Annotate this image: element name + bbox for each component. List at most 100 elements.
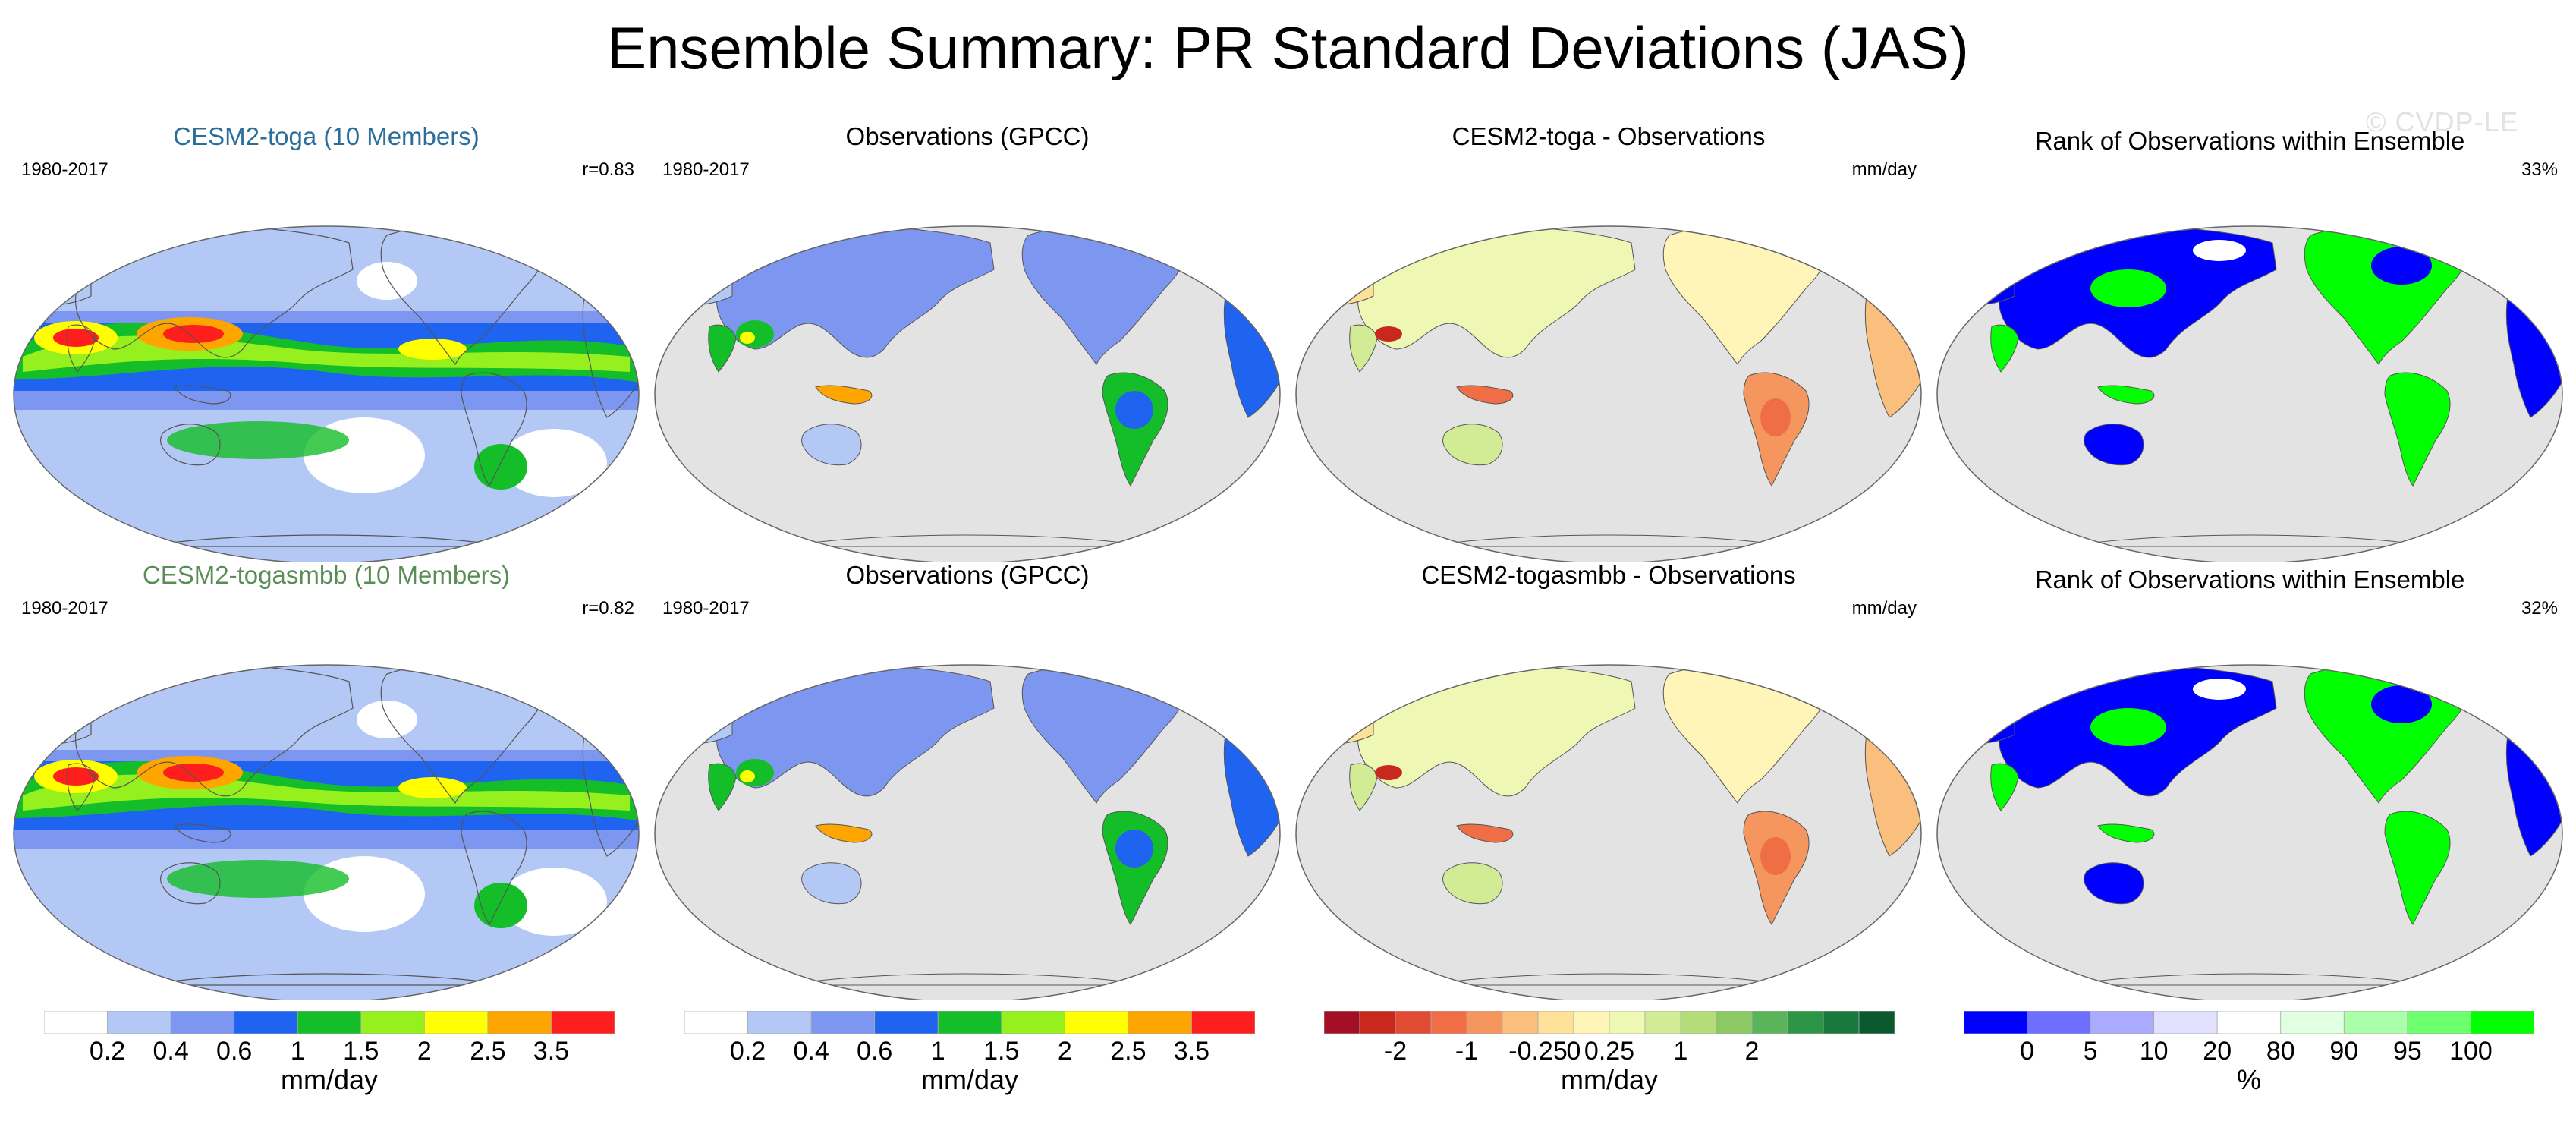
land-india <box>708 763 737 811</box>
land-indonesia <box>1456 823 1514 843</box>
colorbar-swatch <box>297 1011 362 1034</box>
colorbar-tick-label: 5 <box>2084 1037 2098 1064</box>
colorbar-swatch <box>423 1011 489 1034</box>
colorbar-swatch <box>1751 1011 1788 1034</box>
colorbar-tick-label: 20 <box>2203 1037 2232 1064</box>
land-indonesia <box>1456 385 1514 405</box>
panel-correlation: r=0.82 <box>582 598 634 619</box>
land-australia <box>2084 424 2144 466</box>
coastline-indonesia <box>174 823 231 843</box>
colorbar-swatch <box>1324 1011 1360 1034</box>
colorbar-swatch <box>1964 1011 2027 1034</box>
colorbar-swatch <box>1064 1011 1129 1034</box>
colorbar-swatch <box>1716 1011 1753 1034</box>
land-europe <box>671 257 733 306</box>
colorbar-tick-label: 0 <box>1567 1037 1581 1064</box>
map-rank <box>1936 225 2563 562</box>
map-outline <box>1295 225 1922 562</box>
panel-rank-percent: 32% <box>2521 598 2558 619</box>
colorbar-tick-label: 90 <box>2329 1037 2358 1064</box>
map-field <box>1296 665 1921 1000</box>
land-india <box>1990 324 2019 373</box>
land-greenland <box>1178 226 1222 244</box>
colorbar-tick-label: 1 <box>931 1037 945 1064</box>
land-greenland <box>2461 665 2505 683</box>
colorbar-swatch <box>810 1011 876 1034</box>
land-india <box>1990 763 2019 811</box>
map-outline <box>1295 664 1922 1000</box>
map-model <box>13 664 640 1000</box>
panel-rank: Rank of Observations within Ensemble 33% <box>1931 121 2568 562</box>
colorbar-tick-label: 2.5 <box>470 1037 505 1064</box>
land-europe <box>671 695 733 745</box>
colorbar-swatch <box>1858 1011 1895 1034</box>
colorbar-swatch <box>1001 1011 1065 1034</box>
colorbar-swatch <box>2471 1011 2534 1034</box>
land-australia <box>2084 862 2144 905</box>
colorbar-unit: mm/day <box>1560 1064 1659 1095</box>
map-obs <box>654 225 1281 562</box>
land-europe <box>1312 695 1374 745</box>
panel-obs-gpcc: Observations (GPCC) 1980-2017 <box>649 560 1286 1000</box>
colorbar-swatch <box>1502 1011 1539 1034</box>
panel-period: 1980-2017 <box>662 159 750 180</box>
panel-title: CESM2-toga (10 Members) <box>173 122 480 150</box>
colorbar-tick-label: 1 <box>1674 1037 1688 1064</box>
land-greenland <box>2461 226 2505 244</box>
colorbar-swatch <box>2280 1011 2345 1034</box>
coastline-india <box>67 324 96 373</box>
colorbar-svg: 0.2 0.4 0.6 1 1.5 2 2.5 3.5 <box>684 1011 1255 1064</box>
map-outline <box>13 225 640 562</box>
panel-title: CESM2-toga - Observations <box>1452 122 1766 150</box>
colorbar-swatch <box>1128 1011 1192 1034</box>
colorbar-swatch <box>1609 1011 1646 1034</box>
colorbar-swatch <box>1680 1011 1717 1034</box>
colorbar-std: 0.2 0.4 0.6 1 1.5 2 2.5 3.5 mm/day <box>44 1011 615 1095</box>
colorbar-swatch <box>107 1011 171 1034</box>
colorbar-swatch <box>874 1011 939 1034</box>
panel-title: CESM2-togasmbb (10 Members) <box>142 561 511 589</box>
map-field <box>655 665 1280 1000</box>
colorbar-swatch <box>1644 1011 1681 1034</box>
colorbar-tick-label: -2 <box>1384 1037 1407 1064</box>
map-obs <box>654 664 1281 1000</box>
panel-diff: CESM2-toga - Observations mm/day <box>1290 121 1927 562</box>
colorbar-tick-label: 0.4 <box>793 1037 829 1064</box>
coastline-samerica <box>461 372 527 487</box>
land-indonesia <box>815 823 873 843</box>
panel-title: Observations (GPCC) <box>845 122 1090 150</box>
colorbar-swatch <box>684 1011 748 1034</box>
colorbar-tick-label: 2.5 <box>1110 1037 1146 1064</box>
panel-period: 1980-2017 <box>21 159 109 180</box>
map-outline <box>13 664 640 1000</box>
map-model <box>13 225 640 562</box>
colorbar-swatch <box>551 1011 615 1034</box>
colorbar-tick-label: 10 <box>2140 1037 2169 1064</box>
panel-title: Rank of Observations within Ensemble <box>2034 127 2465 155</box>
panel-period: 1980-2017 <box>662 598 750 619</box>
colorbar-svg: 0 5 10 20 80 90 95 100 <box>1964 1011 2534 1064</box>
colorbar-swatch <box>1537 1011 1574 1034</box>
colorbar-tick-label: 1.5 <box>983 1037 1019 1064</box>
colorbar-swatch <box>1573 1011 1610 1034</box>
panel-units: mm/day <box>1851 159 1917 180</box>
colorbar-swatch <box>170 1011 235 1034</box>
land-india <box>1349 763 1378 811</box>
panel-rank-percent: 33% <box>2521 159 2558 180</box>
map-outline <box>1936 664 2563 1000</box>
panel-cesm2-togasmbb-std: CESM2-togasmbb (10 Members) 1980-2017 r=… <box>8 560 645 1000</box>
map-field <box>1937 226 2562 562</box>
colorbar-tick-label: 2 <box>1058 1037 1072 1064</box>
land-greenland <box>1820 665 1864 683</box>
watermark: © CVDP-LE <box>2366 106 2519 137</box>
colorbar-diff: -2 -1 -0.25 0 0.25 1 2 mm/day <box>1324 1011 1895 1095</box>
coastline-australia <box>160 862 221 905</box>
map-field <box>14 665 639 1000</box>
land-greenland <box>1178 665 1222 683</box>
panel-correlation: r=0.83 <box>582 159 634 180</box>
land-india <box>708 324 737 373</box>
colorbar-tick-label: 95 <box>2393 1037 2422 1064</box>
colorbar-rank: 0 5 10 20 80 90 95 100 % <box>1964 1011 2534 1095</box>
colorbar-tick-label: 100 <box>2449 1037 2493 1064</box>
colorbar-tick-label: 0.6 <box>216 1037 252 1064</box>
